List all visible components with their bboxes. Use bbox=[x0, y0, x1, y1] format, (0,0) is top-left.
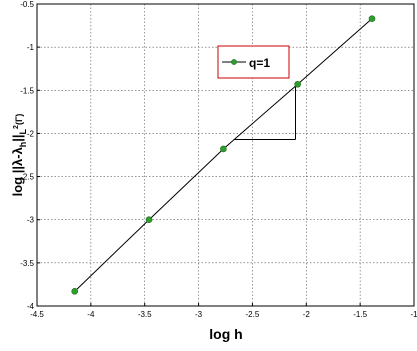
y-tick-label: -4 bbox=[27, 302, 35, 311]
data-point bbox=[294, 80, 301, 88]
x-tick-label: -3.5 bbox=[138, 310, 152, 319]
ylabel-main: log ||λ-λ bbox=[10, 146, 25, 196]
y-tick-label: -0.5 bbox=[20, 0, 34, 9]
ylabel-mid: || bbox=[10, 134, 25, 141]
data-point bbox=[71, 288, 78, 295]
slope-triangle bbox=[234, 85, 297, 140]
data-point bbox=[145, 216, 153, 224]
legend-box bbox=[217, 45, 290, 79]
legend: q=1 bbox=[217, 45, 290, 79]
ylabel-sub-L: L bbox=[18, 128, 28, 134]
y-tick-label: -1.5 bbox=[20, 86, 34, 95]
y-tick-label: -3 bbox=[27, 216, 35, 225]
series-markers bbox=[71, 15, 376, 295]
data-point bbox=[368, 15, 376, 22]
x-tick-label: -4 bbox=[87, 310, 95, 319]
x-tick-label: -2.5 bbox=[246, 310, 260, 319]
plot-area bbox=[36, 3, 415, 307]
y-ticks: -4 -3.5 -3 -2.5 -2 -1.5 -1 -0.5 bbox=[20, 0, 40, 311]
legend-marker bbox=[231, 59, 237, 65]
x-tick-label: -3 bbox=[195, 310, 203, 319]
x-axis-title: log h bbox=[209, 326, 242, 342]
ylabel-sub-h: h bbox=[18, 142, 28, 148]
legend-label: q=1 bbox=[249, 56, 270, 70]
x-tick-label: -4.5 bbox=[30, 310, 44, 319]
y-tick-label: -2.5 bbox=[20, 173, 34, 182]
y-tick-label: -2 bbox=[27, 129, 35, 138]
y-tick-label: -1 bbox=[27, 43, 35, 52]
data-point bbox=[220, 145, 227, 153]
ylabel-paren: (Γ) bbox=[14, 114, 24, 125]
y-tick-label: -3.5 bbox=[20, 259, 34, 268]
x-tick-label: -2 bbox=[303, 310, 311, 319]
x-ticks: -4.5 -4 -3.5 -3 -2.5 -2 -1.5 -1 bbox=[30, 303, 417, 319]
x-tick-label: -1.5 bbox=[353, 310, 367, 319]
x-tick-label: -1 bbox=[410, 310, 417, 319]
y-axis-title: log ||λ-λh||L2(Γ) bbox=[10, 114, 28, 197]
ylabel-sup-2: 2 bbox=[13, 125, 20, 129]
svg-text:log ||λ-λh||L2(Γ): log ||λ-λh||L2(Γ) bbox=[10, 114, 28, 197]
